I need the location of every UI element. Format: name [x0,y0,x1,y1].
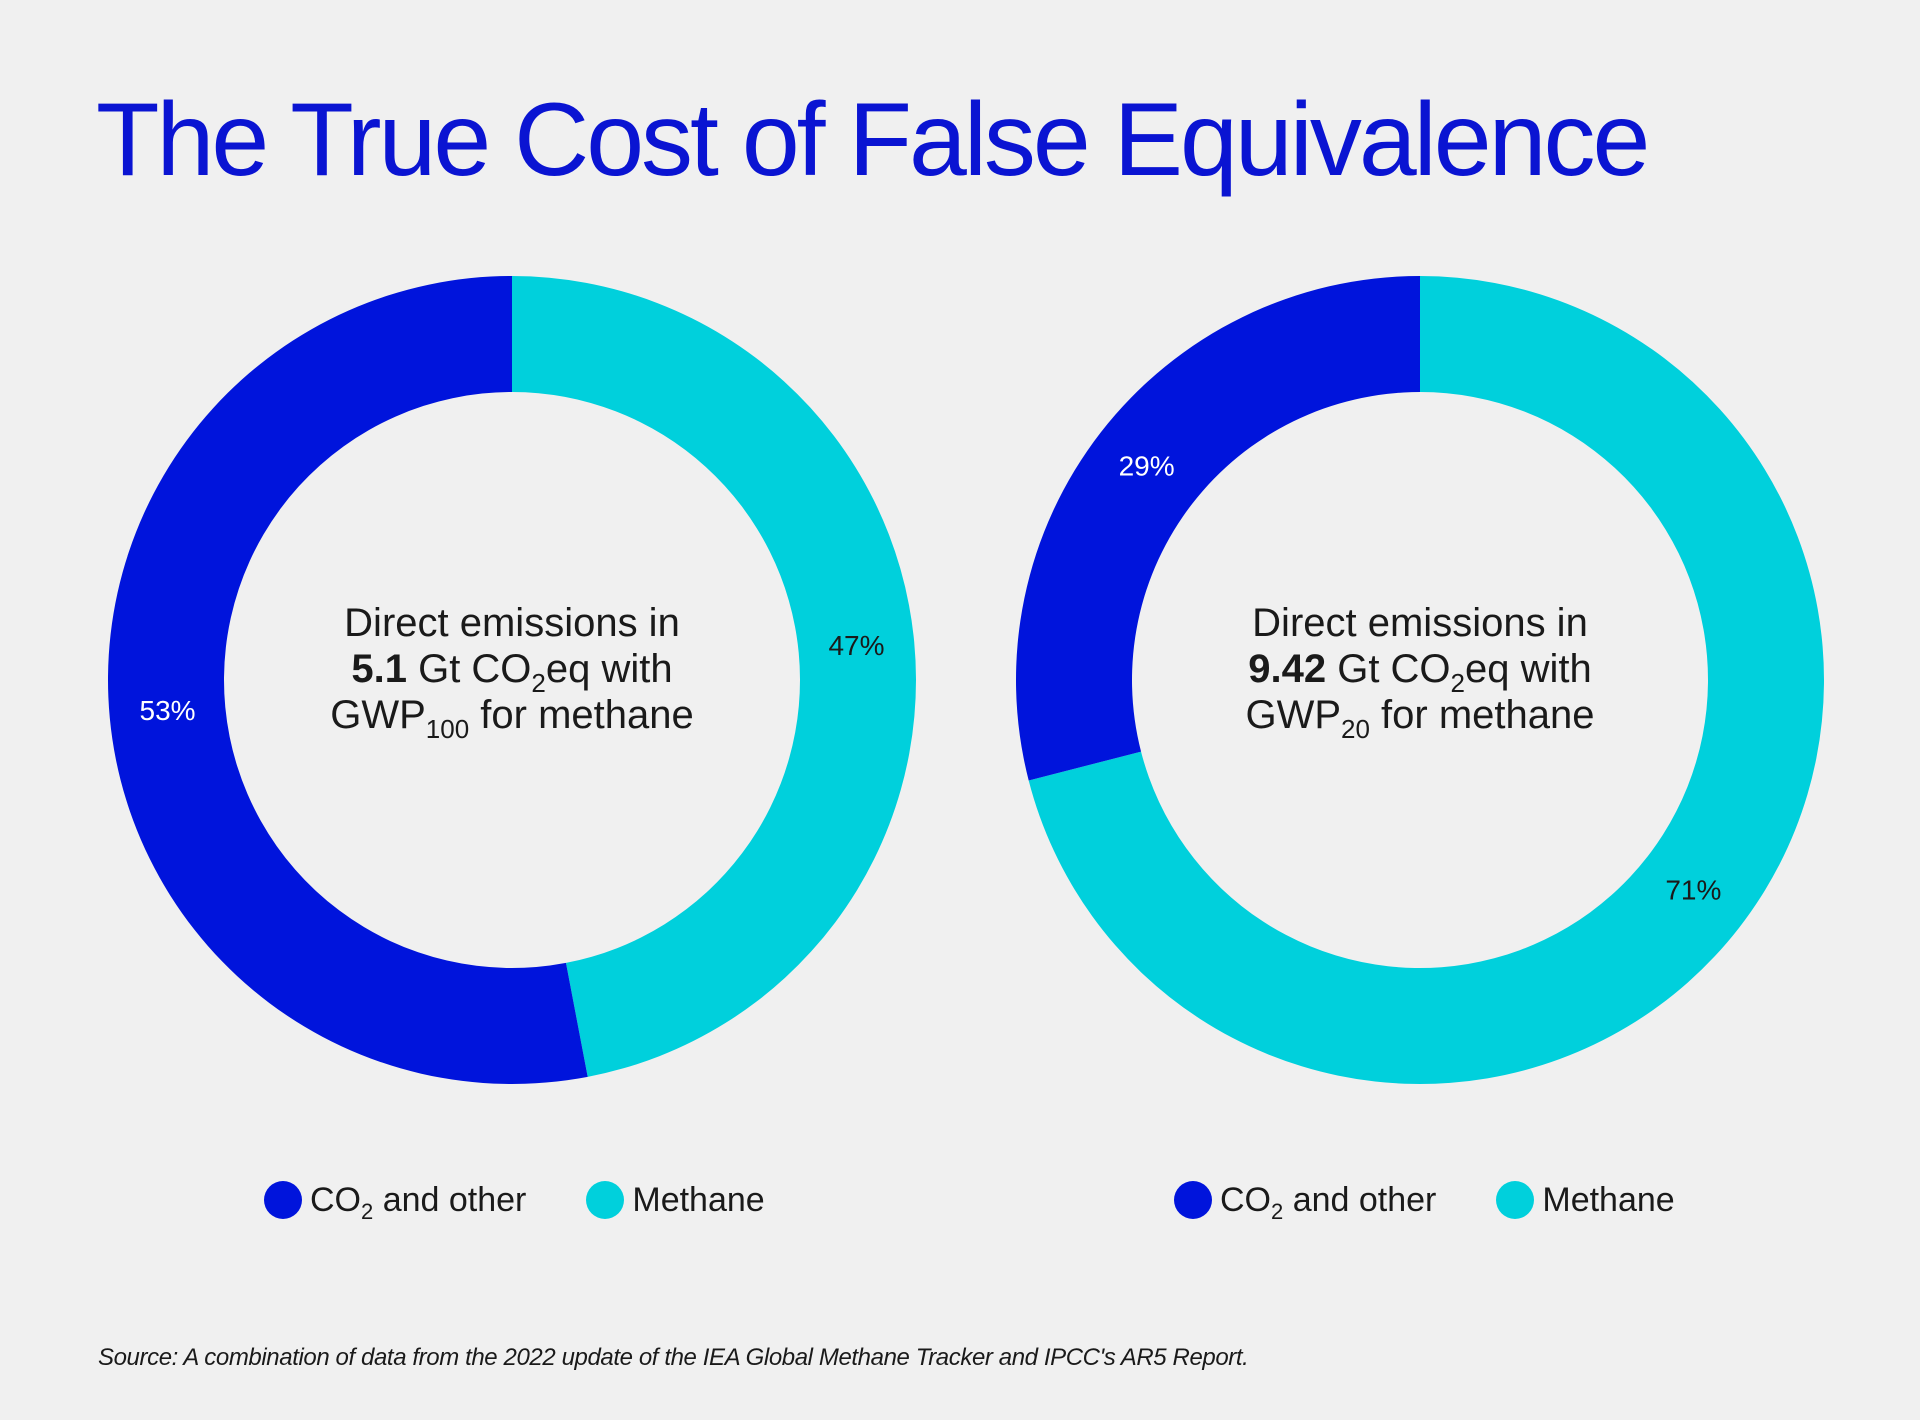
slice-co2 [107,276,588,1084]
slice-co2 [1016,276,1420,781]
center-line-3: GWP100 for methane [330,693,694,744]
legend-item-co2: CO2 and other [264,1180,527,1224]
legend-item-methane: Methane [586,1180,765,1220]
chart-legend-gwp100: CO2 and other Methane [264,1175,825,1225]
slice-label-co2: 53% [140,695,196,726]
center-line-1: Direct emissions in [1252,601,1588,645]
center-line-2: 9.42 Gt CO2eq with [1248,647,1592,698]
donut-chart-gwp100-svg: 47% 53% [107,276,916,1084]
legend-label-co2: CO2 and other [310,1180,527,1224]
center-value: 5.1 [351,647,407,691]
center-value: 9.42 [1248,647,1327,691]
center-line-2: 5.1 Gt CO2eq with [351,647,673,698]
center-line-1: Direct emissions in [344,601,680,645]
chart-legend-gwp20: CO2 and other Methane [1174,1175,1735,1225]
legend-item-methane: Methane [1496,1180,1675,1220]
slice-label-methane: 47% [828,630,884,661]
source-note: Source: A combination of data from the 2… [98,1344,1249,1371]
legend-label-co2: CO2 and other [1220,1180,1437,1224]
legend-label-methane: Methane [1542,1180,1675,1219]
donut-chart-gwp100: 47% 53% Direct emissions in 5.1 Gt CO2eq … [92,260,932,1100]
center-line-3: GWP20 for methane [1245,693,1595,744]
chart-center-text: Direct emissions in 5.1 Gt CO2eq with GW… [92,600,932,744]
slice-label-methane: 71% [1665,874,1721,905]
legend-swatch-co2 [1174,1181,1212,1219]
legend-swatch-co2 [264,1181,302,1219]
donut-chart-gwp20-svg: 71% 29% [1016,276,1824,1084]
slice-methane [512,276,916,1077]
donut-chart-gwp20: 71% 29% Direct emissions in 9.42 Gt CO2eq… [1000,260,1840,1100]
chart-center-text: Direct emissions in 9.42 Gt CO2eq with G… [1000,600,1840,744]
legend-swatch-methane [586,1181,625,1219]
slice-label-co2: 29% [1119,450,1175,481]
legend-item-co2: CO2 and other [1174,1180,1437,1224]
legend-label-methane: Methane [632,1180,765,1219]
legend-swatch-methane [1496,1181,1535,1219]
page-title: The True Cost of False Equivalence [96,82,1650,198]
